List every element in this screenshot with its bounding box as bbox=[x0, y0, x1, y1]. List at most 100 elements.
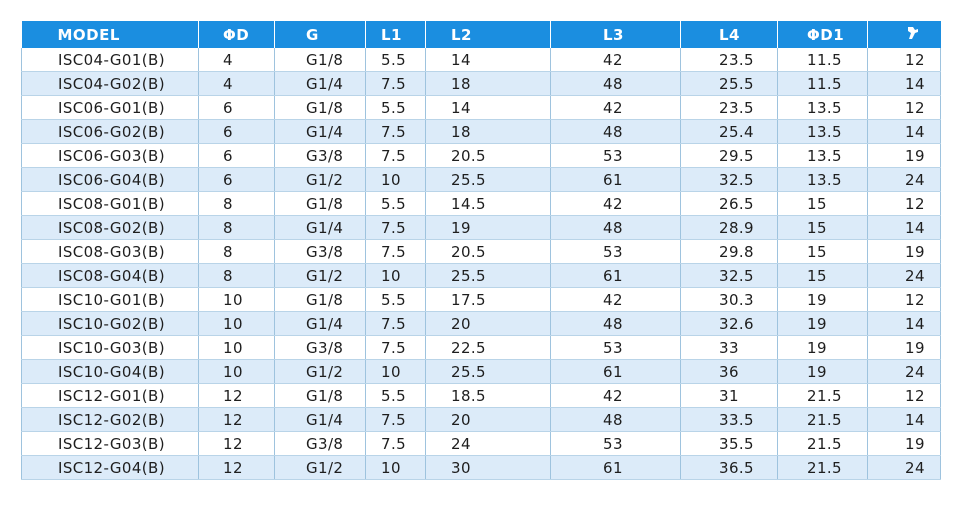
cell-wrench-size: 14 bbox=[867, 215, 941, 240]
header-l2: L2 bbox=[425, 21, 551, 48]
table-row: ISC12-G03(B) 12 G3/8 7.5 24 53 35.5 21.5 19 bbox=[21, 431, 941, 456]
cell-wrench-size: 24 bbox=[867, 167, 941, 192]
cell-l2: 20 bbox=[425, 407, 551, 432]
cell-l1: 5.5 bbox=[365, 95, 426, 120]
cell-thread: G1/2 bbox=[274, 359, 366, 384]
cell-l3: 42 bbox=[550, 95, 681, 120]
cell-l4: 23.5 bbox=[680, 48, 778, 72]
header-d1: ΦD1 bbox=[777, 21, 868, 48]
cell-l1: 10 bbox=[365, 263, 426, 288]
cell-thread: G1/8 bbox=[274, 191, 366, 216]
cell-diameter: 4 bbox=[198, 71, 275, 96]
cell-thread: G1/4 bbox=[274, 407, 366, 432]
header-l4: L4 bbox=[680, 21, 778, 48]
cell-l4: 29.5 bbox=[680, 143, 778, 168]
cell-wrench-size: 12 bbox=[867, 287, 941, 312]
cell-l3: 53 bbox=[550, 143, 681, 168]
cell-l3: 61 bbox=[550, 359, 681, 384]
table-row: ISC08-G01(B) 8 G1/8 5.5 14.5 42 26.5 15 12 bbox=[21, 191, 941, 216]
cell-l1: 7.5 bbox=[365, 407, 426, 432]
cell-l4: 32.5 bbox=[680, 263, 778, 288]
cell-model: ISC08-G04(B) bbox=[21, 263, 199, 288]
cell-thread: G1/2 bbox=[274, 167, 366, 192]
cell-d1: 21.5 bbox=[777, 407, 868, 432]
table-body: ISC04-G01(B) 4 G1/8 5.5 14 42 23.5 11.5 12 ISC04-… bbox=[21, 48, 941, 480]
cell-thread: G1/4 bbox=[274, 71, 366, 96]
cell-l4: 30.3 bbox=[680, 287, 778, 312]
cell-l2: 22.5 bbox=[425, 335, 551, 360]
cell-wrench-size: 12 bbox=[867, 383, 941, 408]
cell-d1: 19 bbox=[777, 359, 868, 384]
cell-l3: 48 bbox=[550, 215, 681, 240]
cell-model: ISC06-G03(B) bbox=[21, 143, 199, 168]
cell-l1: 10 bbox=[365, 167, 426, 192]
cell-l4: 25.4 bbox=[680, 119, 778, 144]
cell-l1: 7.5 bbox=[365, 335, 426, 360]
cell-l4: 33 bbox=[680, 335, 778, 360]
table-row: ISC10-G03(B) 10 G3/8 7.5 22.5 53 33 19 19 bbox=[21, 335, 941, 360]
cell-model: ISC10-G01(B) bbox=[21, 287, 199, 312]
cell-model: ISC12-G02(B) bbox=[21, 407, 199, 432]
cell-thread: G1/8 bbox=[274, 287, 366, 312]
cell-wrench-size: 24 bbox=[867, 455, 941, 480]
cell-diameter: 6 bbox=[198, 119, 275, 144]
table-row: ISC08-G02(B) 8 G1/4 7.5 19 48 28.9 15 14 bbox=[21, 215, 941, 240]
cell-l4: 32.6 bbox=[680, 311, 778, 336]
cell-wrench-size: 14 bbox=[867, 71, 941, 96]
cell-wrench-size: 14 bbox=[867, 311, 941, 336]
cell-d1: 13.5 bbox=[777, 95, 868, 120]
header-wrench bbox=[867, 21, 941, 48]
cell-l4: 32.5 bbox=[680, 167, 778, 192]
cell-l3: 48 bbox=[550, 119, 681, 144]
cell-model: ISC12-G04(B) bbox=[21, 455, 199, 480]
cell-wrench-size: 24 bbox=[867, 263, 941, 288]
cell-l1: 7.5 bbox=[365, 239, 426, 264]
cell-l4: 26.5 bbox=[680, 191, 778, 216]
cell-diameter: 8 bbox=[198, 239, 275, 264]
cell-diameter: 8 bbox=[198, 215, 275, 240]
cell-l3: 42 bbox=[550, 48, 681, 72]
cell-thread: G1/4 bbox=[274, 311, 366, 336]
cell-l1: 10 bbox=[365, 359, 426, 384]
cell-wrench-size: 24 bbox=[867, 359, 941, 384]
cell-thread: G1/4 bbox=[274, 215, 366, 240]
cell-diameter: 10 bbox=[198, 311, 275, 336]
cell-model: ISC08-G01(B) bbox=[21, 191, 199, 216]
cell-thread: G3/8 bbox=[274, 239, 366, 264]
cell-l1: 5.5 bbox=[365, 48, 426, 72]
cell-model: ISC04-G01(B) bbox=[21, 48, 199, 72]
cell-l4: 36.5 bbox=[680, 455, 778, 480]
header-thread: G bbox=[274, 21, 366, 48]
cell-l2: 20.5 bbox=[425, 239, 551, 264]
cell-l3: 48 bbox=[550, 71, 681, 96]
cell-model: ISC06-G02(B) bbox=[21, 119, 199, 144]
cell-d1: 11.5 bbox=[777, 71, 868, 96]
cell-wrench-size: 19 bbox=[867, 143, 941, 168]
cell-model: ISC10-G04(B) bbox=[21, 359, 199, 384]
table-row: ISC08-G03(B) 8 G3/8 7.5 20.5 53 29.8 15 19 bbox=[21, 239, 941, 264]
cell-wrench-size: 14 bbox=[867, 407, 941, 432]
cell-l3: 48 bbox=[550, 311, 681, 336]
table-row: ISC04-G02(B) 4 G1/4 7.5 18 48 25.5 11.5 14 bbox=[21, 71, 941, 96]
cell-l4: 29.8 bbox=[680, 239, 778, 264]
cell-l1: 5.5 bbox=[365, 191, 426, 216]
cell-thread: G3/8 bbox=[274, 335, 366, 360]
table-row: ISC12-G04(B) 12 G1/2 10 30 61 36.5 21.5 24 bbox=[21, 455, 941, 480]
cell-l4: 35.5 bbox=[680, 431, 778, 456]
cell-d1: 19 bbox=[777, 335, 868, 360]
cell-thread: G1/8 bbox=[274, 48, 366, 72]
cell-l2: 25.5 bbox=[425, 263, 551, 288]
cell-l2: 25.5 bbox=[425, 167, 551, 192]
cell-d1: 19 bbox=[777, 287, 868, 312]
table-row: ISC06-G03(B) 6 G3/8 7.5 20.5 53 29.5 13.5 19 bbox=[21, 143, 941, 168]
cell-d1: 21.5 bbox=[777, 383, 868, 408]
cell-diameter: 12 bbox=[198, 383, 275, 408]
cell-l4: 33.5 bbox=[680, 407, 778, 432]
cell-diameter: 12 bbox=[198, 407, 275, 432]
cell-d1: 15 bbox=[777, 215, 868, 240]
cell-thread: G1/2 bbox=[274, 263, 366, 288]
cell-d1: 15 bbox=[777, 263, 868, 288]
cell-thread: G1/8 bbox=[274, 95, 366, 120]
cell-l2: 24 bbox=[425, 431, 551, 456]
cell-wrench-size: 12 bbox=[867, 95, 941, 120]
